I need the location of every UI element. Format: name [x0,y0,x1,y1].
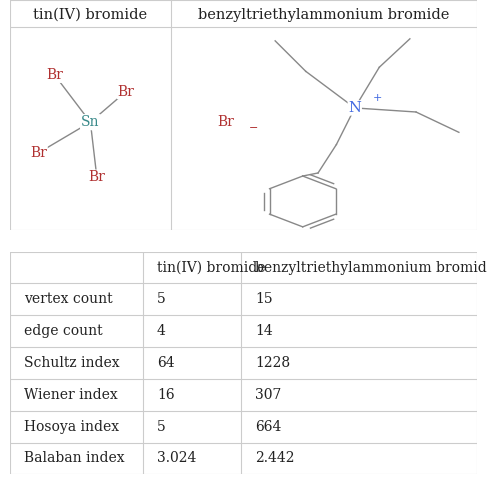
Text: 5: 5 [157,420,166,434]
Text: 307: 307 [255,388,281,402]
Text: edge count: edge count [24,324,102,338]
Text: benzyltriethylammonium bromide: benzyltriethylammonium bromide [255,260,487,274]
Text: Wiener index: Wiener index [24,388,117,402]
Text: Balaban index: Balaban index [24,452,124,466]
Text: 664: 664 [255,420,281,434]
Text: Sn: Sn [81,115,100,129]
Text: N: N [348,101,361,115]
Text: 3.024: 3.024 [157,452,196,466]
Text: +: + [373,93,382,103]
Text: tin(IV) bromide: tin(IV) bromide [157,260,265,274]
Text: vertex count: vertex count [24,292,112,306]
Text: 2.442: 2.442 [255,452,295,466]
Text: 16: 16 [157,388,175,402]
Text: −: − [249,123,259,133]
Text: 5: 5 [157,292,166,306]
Text: Br: Br [89,170,105,184]
Text: Br: Br [30,146,47,160]
Text: Br: Br [117,85,134,99]
Text: Schultz index: Schultz index [24,356,119,370]
Text: Br: Br [217,115,234,129]
Text: 1228: 1228 [255,356,290,370]
Text: tin(IV) bromide: tin(IV) bromide [33,8,148,22]
Text: benzyltriethylammonium bromide: benzyltriethylammonium bromide [199,8,450,22]
Text: Br: Br [46,68,63,82]
Text: Hosoya index: Hosoya index [24,420,119,434]
Text: 14: 14 [255,324,273,338]
Text: 15: 15 [255,292,273,306]
Text: 4: 4 [157,324,166,338]
Text: 64: 64 [157,356,175,370]
